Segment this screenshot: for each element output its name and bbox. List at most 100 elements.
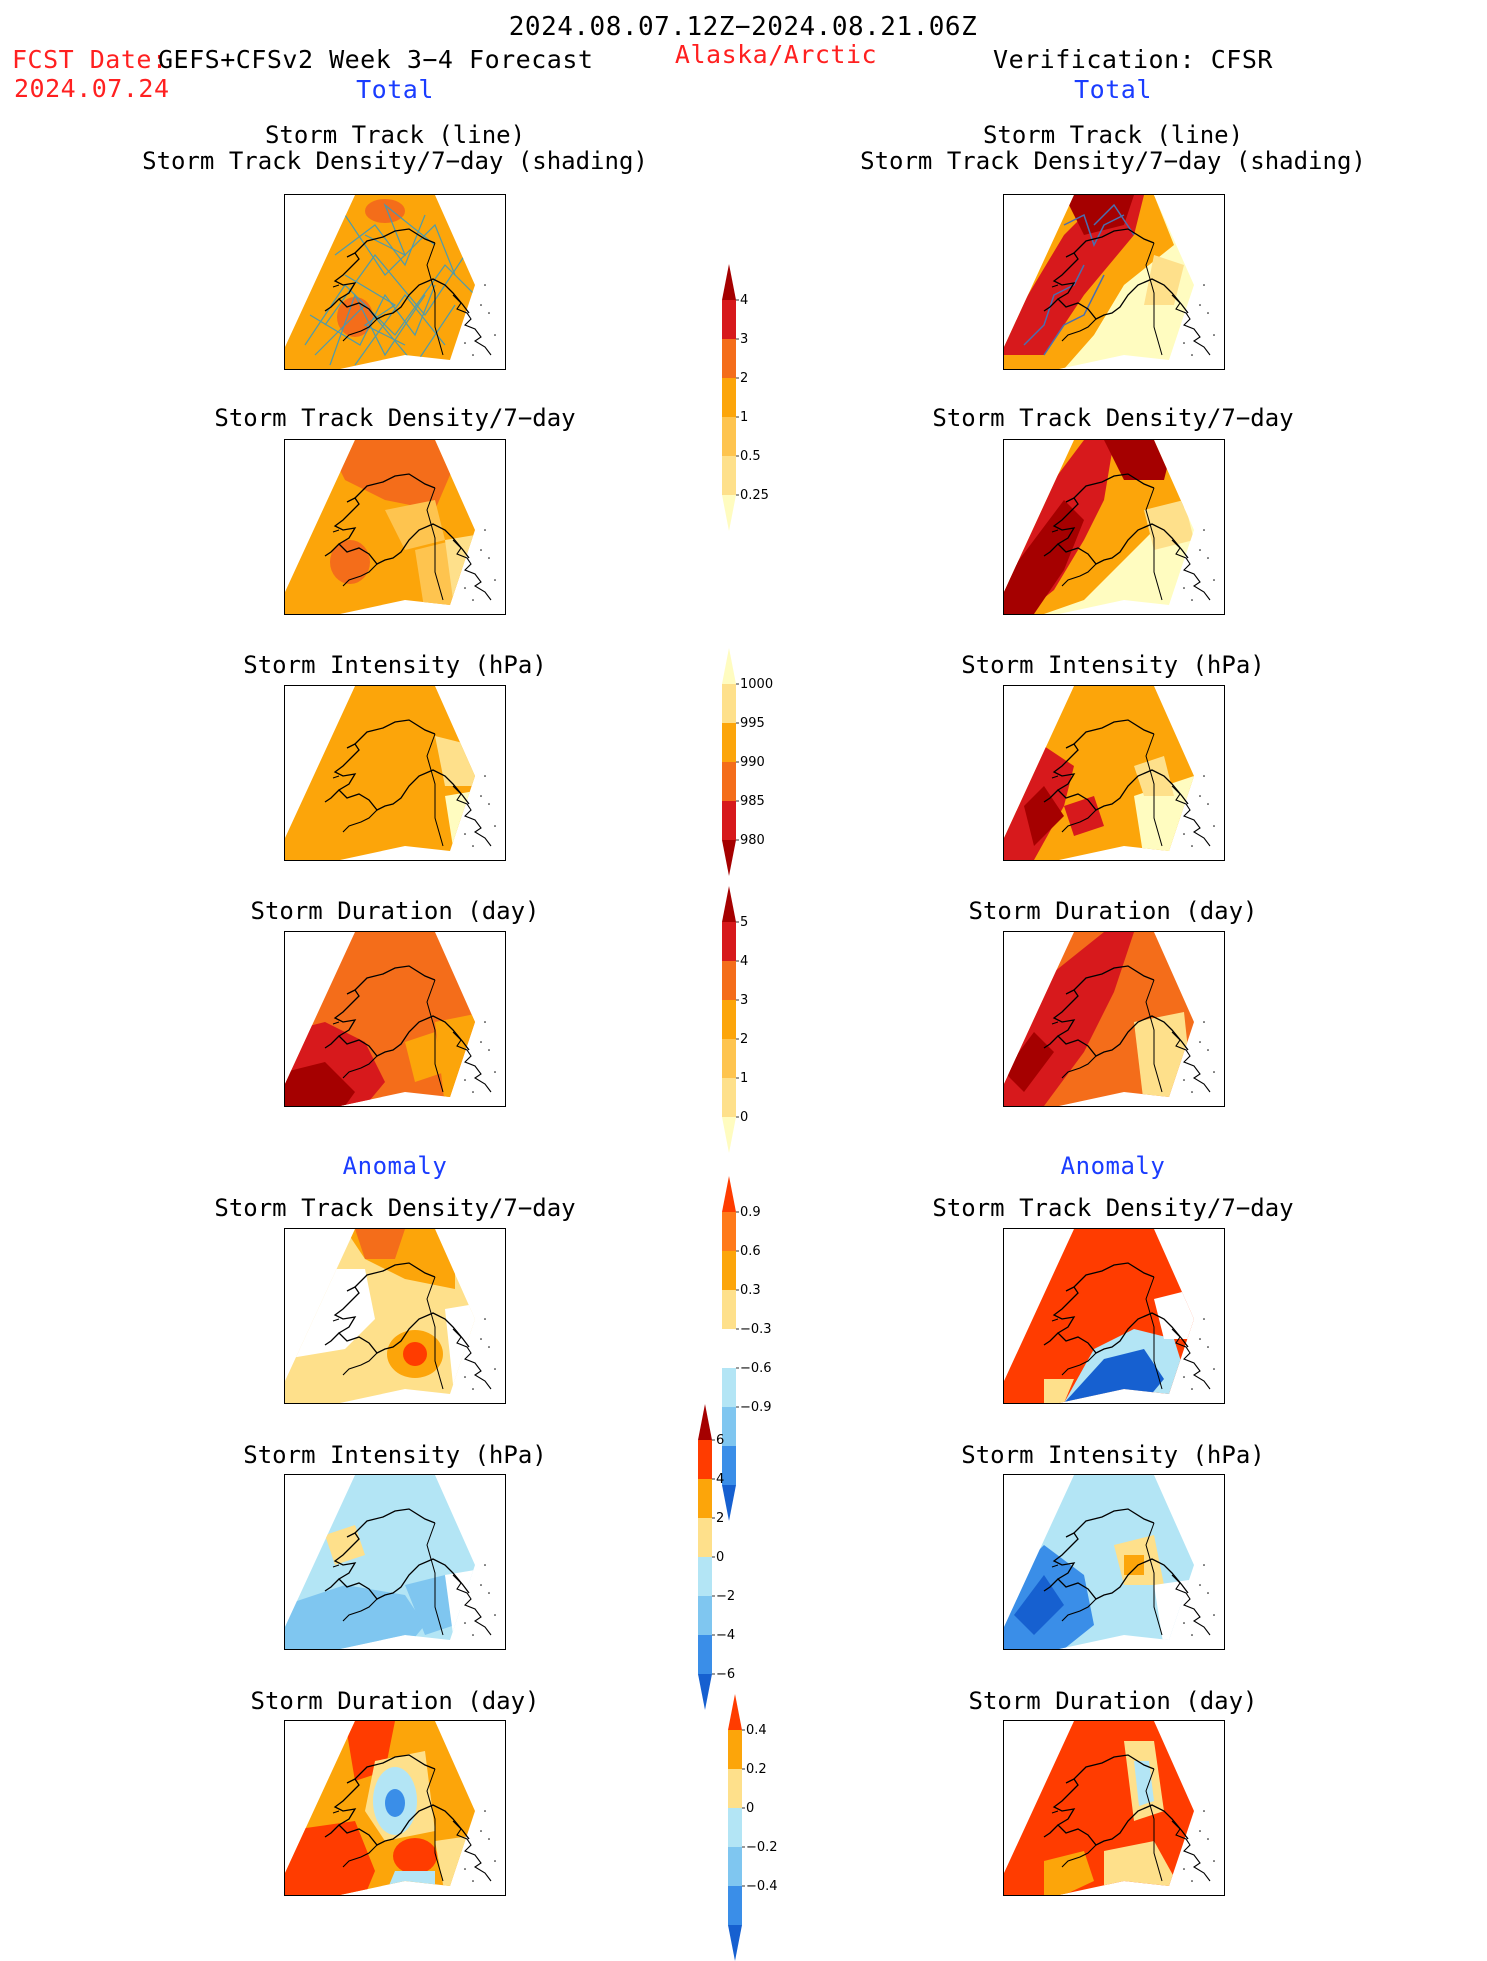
map-anom-duration-left — [284, 1720, 506, 1896]
colorbar-segment — [698, 1635, 712, 1674]
colorbar-label: −2 — [716, 1589, 735, 1604]
colorbar-label: 0 — [740, 1110, 748, 1125]
colorbar-top-arrow — [722, 648, 736, 684]
colorbar-intensity-total: 1000 995 990 985 980 — [722, 648, 782, 876]
anomaly-label-right: Anomaly — [1060, 1152, 1166, 1180]
title-anom-duration-right: Storm Duration (day) — [968, 1687, 1258, 1715]
colorbar-top-arrow — [698, 1404, 712, 1440]
colorbar-bottom-arrow — [722, 840, 736, 876]
colorbar-label: −0.4 — [746, 1879, 778, 1894]
colorbar-label: 0.6 — [740, 1244, 761, 1259]
colorbar-label: −0.2 — [746, 1840, 778, 1855]
colorbar-svg: 1000 995 990 985 980 — [722, 648, 773, 876]
colorbar-label: 2 — [716, 1511, 724, 1526]
title-track-line-left: Storm Track (line) — [264, 121, 526, 149]
colorbar-segment — [722, 1212, 736, 1251]
colorbar-label: −6 — [716, 1667, 735, 1682]
map-anom-duration-right — [1003, 1720, 1225, 1896]
colorbar-segment — [722, 1290, 736, 1329]
map-intensity-left — [284, 685, 506, 861]
title-duration-right: Storm Duration (day) — [968, 897, 1258, 925]
colorbar-segment — [722, 456, 736, 495]
colorbar-svg: 0.4 0.2 0 −0.2 −0.4 — [728, 1694, 778, 1961]
date-range: 2024.08.07.12Z−2024.08.21.06Z — [508, 12, 978, 42]
colorbar-svg: 0.9 0.6 0.3 −0.3 −0.6 −0.9 — [722, 1176, 772, 1521]
colorbar-segment — [722, 417, 736, 456]
title-anom-intensity-right: Storm Intensity (hPa) — [961, 1441, 1265, 1469]
map-duration-left — [284, 931, 506, 1107]
map-track-right — [1003, 194, 1225, 370]
colorbar-label: 0.25 — [740, 488, 769, 503]
title-anom-density-left: Storm Track Density/7−day — [214, 1194, 576, 1222]
colorbar-density-anom: 0.9 0.6 0.3 −0.3 −0.6 −0.9 — [722, 1176, 782, 1521]
colorbar-bottom-arrow — [722, 1117, 736, 1153]
colorbar-duration-anom: 0.4 0.2 0 −0.2 −0.4 — [728, 1694, 788, 1961]
map-track-left — [284, 194, 506, 370]
colorbar-label: 985 — [740, 794, 765, 809]
colorbar-label: 0 — [716, 1550, 724, 1565]
colorbar-segment — [722, 922, 736, 961]
map-anom-density-right — [1003, 1228, 1225, 1404]
colorbar-segment — [728, 1769, 742, 1808]
colorbar-segment — [722, 723, 736, 762]
colorbar-label: 1000 — [740, 677, 773, 692]
colorbar-segment — [722, 1251, 736, 1290]
colorbar-top-arrow — [722, 264, 736, 300]
map-anom-intensity-left — [284, 1474, 506, 1650]
title-track-shading-right: Storm Track Density/7−day (shading) — [860, 147, 1366, 175]
title-duration-left: Storm Duration (day) — [250, 897, 540, 925]
colorbar-segment — [722, 1407, 736, 1446]
map-anom-intensity-right — [1003, 1474, 1225, 1650]
region-label: Alaska/Arctic — [674, 40, 878, 69]
colorbar-label: 5 — [740, 915, 748, 930]
fcst-model: GEFS+CFSv2 Week 3−4 Forecast — [158, 45, 594, 74]
colorbar-label: 3 — [740, 993, 748, 1008]
colorbar-label: 4 — [716, 1472, 724, 1487]
title-anom-intensity-left: Storm Intensity (hPa) — [243, 1441, 547, 1469]
title-anom-duration-left: Storm Duration (day) — [250, 1687, 540, 1715]
map-intensity-right — [1003, 685, 1225, 861]
colorbar-density-total: 4 3 2 1 0.5 0.25 — [722, 264, 782, 531]
colorbar-segment — [722, 339, 736, 378]
map-density-right — [1003, 439, 1225, 615]
colorbar-label: 2 — [740, 1032, 748, 1047]
colorbar-segment — [722, 1078, 736, 1117]
title-track-line-right: Storm Track (line) — [982, 121, 1244, 149]
colorbar-segment — [722, 300, 736, 339]
colorbar-bottom-arrow — [728, 1925, 742, 1961]
colorbar-segment — [728, 1886, 742, 1925]
colorbar-segment — [728, 1730, 742, 1769]
colorbar-label: 980 — [740, 833, 765, 848]
colorbar-label: 0 — [746, 1801, 754, 1816]
title-track-shading-left: Storm Track Density/7−day (shading) — [142, 147, 648, 175]
map-density-left — [284, 439, 506, 615]
colorbar-label: 0.9 — [740, 1205, 761, 1220]
colorbar-label: 4 — [740, 293, 748, 308]
colorbar-segment — [728, 1847, 742, 1886]
colorbar-svg: 6 4 2 0 −2 −4 −6 — [698, 1404, 735, 1710]
colorbar-label: −0.6 — [740, 1361, 772, 1376]
colorbar-label: 0.2 — [746, 1762, 767, 1777]
colorbar-label: 0.3 — [740, 1283, 761, 1298]
verification-label: Verification: CFSR — [993, 45, 1273, 74]
colorbar-label: −4 — [716, 1628, 735, 1643]
colorbar-label: 1 — [740, 410, 748, 425]
title-anom-density-right: Storm Track Density/7−day — [932, 1194, 1294, 1222]
colorbar-svg: 4 3 2 1 0.5 0.25 — [722, 264, 769, 531]
colorbar-label: −0.9 — [740, 1400, 772, 1415]
colorbar-label: −0.3 — [740, 1322, 772, 1337]
colorbar-segment — [722, 1368, 736, 1407]
colorbar-segment — [722, 1329, 736, 1368]
colorbar-segment — [722, 1039, 736, 1078]
colorbar-label: 995 — [740, 716, 765, 731]
colorbar-segment — [698, 1596, 712, 1635]
fcst-date: 2024.07.24 — [14, 74, 170, 103]
colorbar-segment — [722, 1000, 736, 1039]
colorbar-intensity-anom: 6 4 2 0 −2 −4 −6 — [698, 1404, 758, 1710]
colorbar-label: 4 — [740, 954, 748, 969]
colorbar-svg: 5 4 3 2 1 0 — [722, 886, 748, 1153]
colorbar-top-arrow — [728, 1694, 742, 1730]
colorbar-segment — [722, 801, 736, 840]
map-anom-density-left — [284, 1228, 506, 1404]
colorbar-top-arrow — [722, 886, 736, 922]
